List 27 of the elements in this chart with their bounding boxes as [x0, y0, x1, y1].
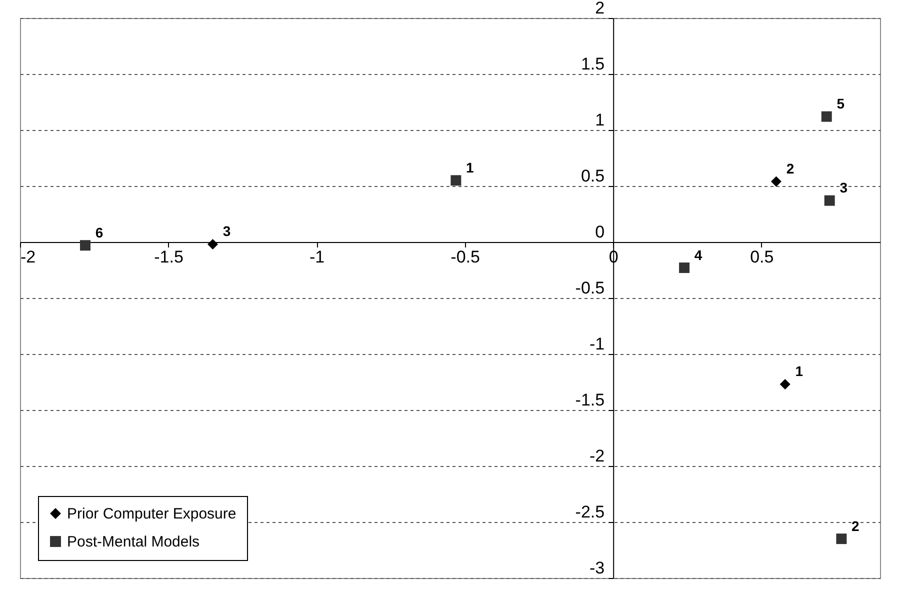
annotation: 2	[852, 518, 860, 534]
legend-label: Prior Computer Exposure	[67, 506, 236, 522]
x-tick-label: -1.5	[154, 248, 184, 266]
y-tick-label: 0	[595, 222, 605, 242]
y-tick-label: -1	[589, 334, 605, 354]
y-tick-label: 1.5	[580, 54, 605, 74]
annotation: 3	[222, 223, 231, 240]
annotation: 4	[694, 246, 702, 263]
x-tick-label: -0.5	[450, 248, 480, 266]
y-tick-label: 0.5	[580, 166, 605, 186]
x-tick-label: 0.5	[750, 248, 774, 266]
y-tick-label: 1	[595, 110, 605, 130]
legend-label: Post-Mental Models	[67, 534, 200, 550]
annotation: 6	[95, 224, 104, 240]
y-tick-label: -3	[589, 558, 605, 578]
y-tick-label: -2.5	[575, 502, 605, 522]
y-tick-label: -2	[589, 446, 605, 466]
y-tick-label: 2	[595, 0, 605, 18]
x-tick-label: -1	[309, 248, 325, 266]
annotation: 1	[466, 159, 474, 176]
annotation: 1	[795, 363, 804, 380]
annotation: 5	[836, 96, 845, 112]
x-tick-label: -2	[20, 248, 36, 266]
annotation: 2	[786, 160, 794, 177]
y-tick-label: -0.5	[575, 278, 605, 298]
annotation: 3	[840, 180, 848, 196]
y-tick-label: -1.5	[575, 390, 605, 410]
